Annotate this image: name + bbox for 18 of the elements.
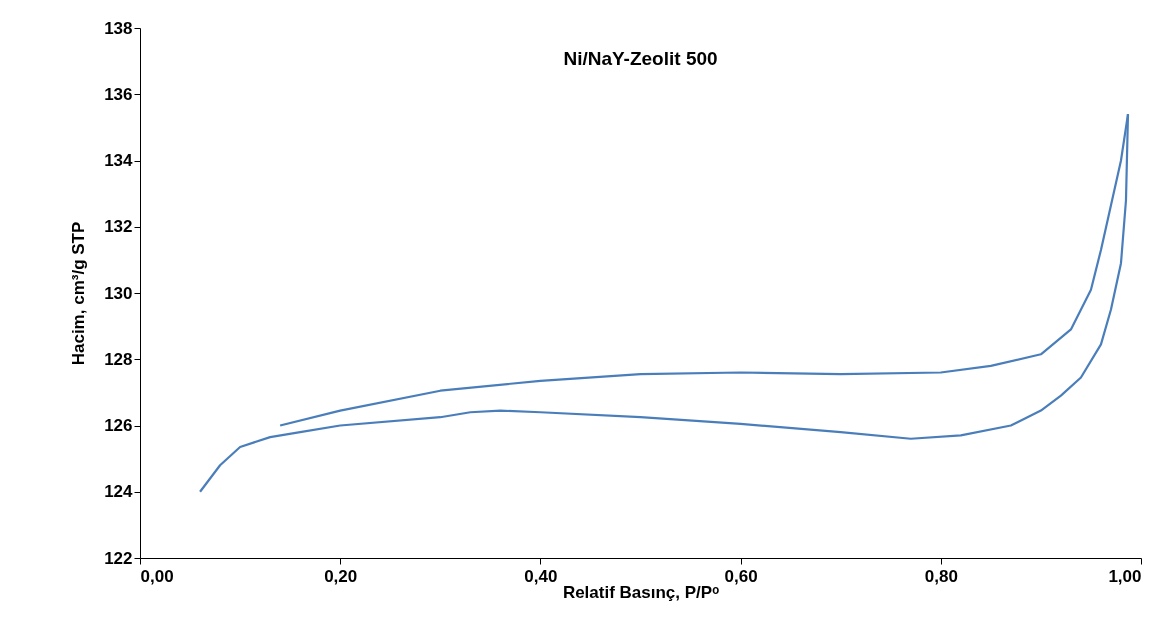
x-tick-label: 0,40	[524, 566, 558, 586]
x-tick-label: 0,80	[924, 566, 958, 586]
y-tick-label: 128	[104, 349, 133, 369]
y-tick-label: 134	[104, 151, 134, 170]
y-axis-title: Hacim, cm³/g STP	[69, 221, 89, 366]
y-tick-label: 126	[104, 416, 133, 435]
y-tick-label: 122	[104, 548, 133, 568]
text: Ni/NaY-Zeolit 500	[563, 48, 718, 69]
x-tick-label: 0,60	[724, 566, 758, 586]
y-tick-label: 130	[104, 283, 133, 303]
y-tick-label: 138	[104, 18, 133, 38]
y-tick-label: 136	[104, 84, 133, 104]
y-tick-label: 132	[104, 217, 133, 237]
x-tick-label: 0,20	[324, 566, 358, 586]
x-tick-label: 0,00	[140, 566, 174, 586]
y-tick-label: 124	[104, 482, 134, 502]
x-tick-label: 1,00	[1108, 566, 1142, 586]
x-axis-title: Relatif Basınç, P/Pᵒ	[562, 582, 720, 602]
